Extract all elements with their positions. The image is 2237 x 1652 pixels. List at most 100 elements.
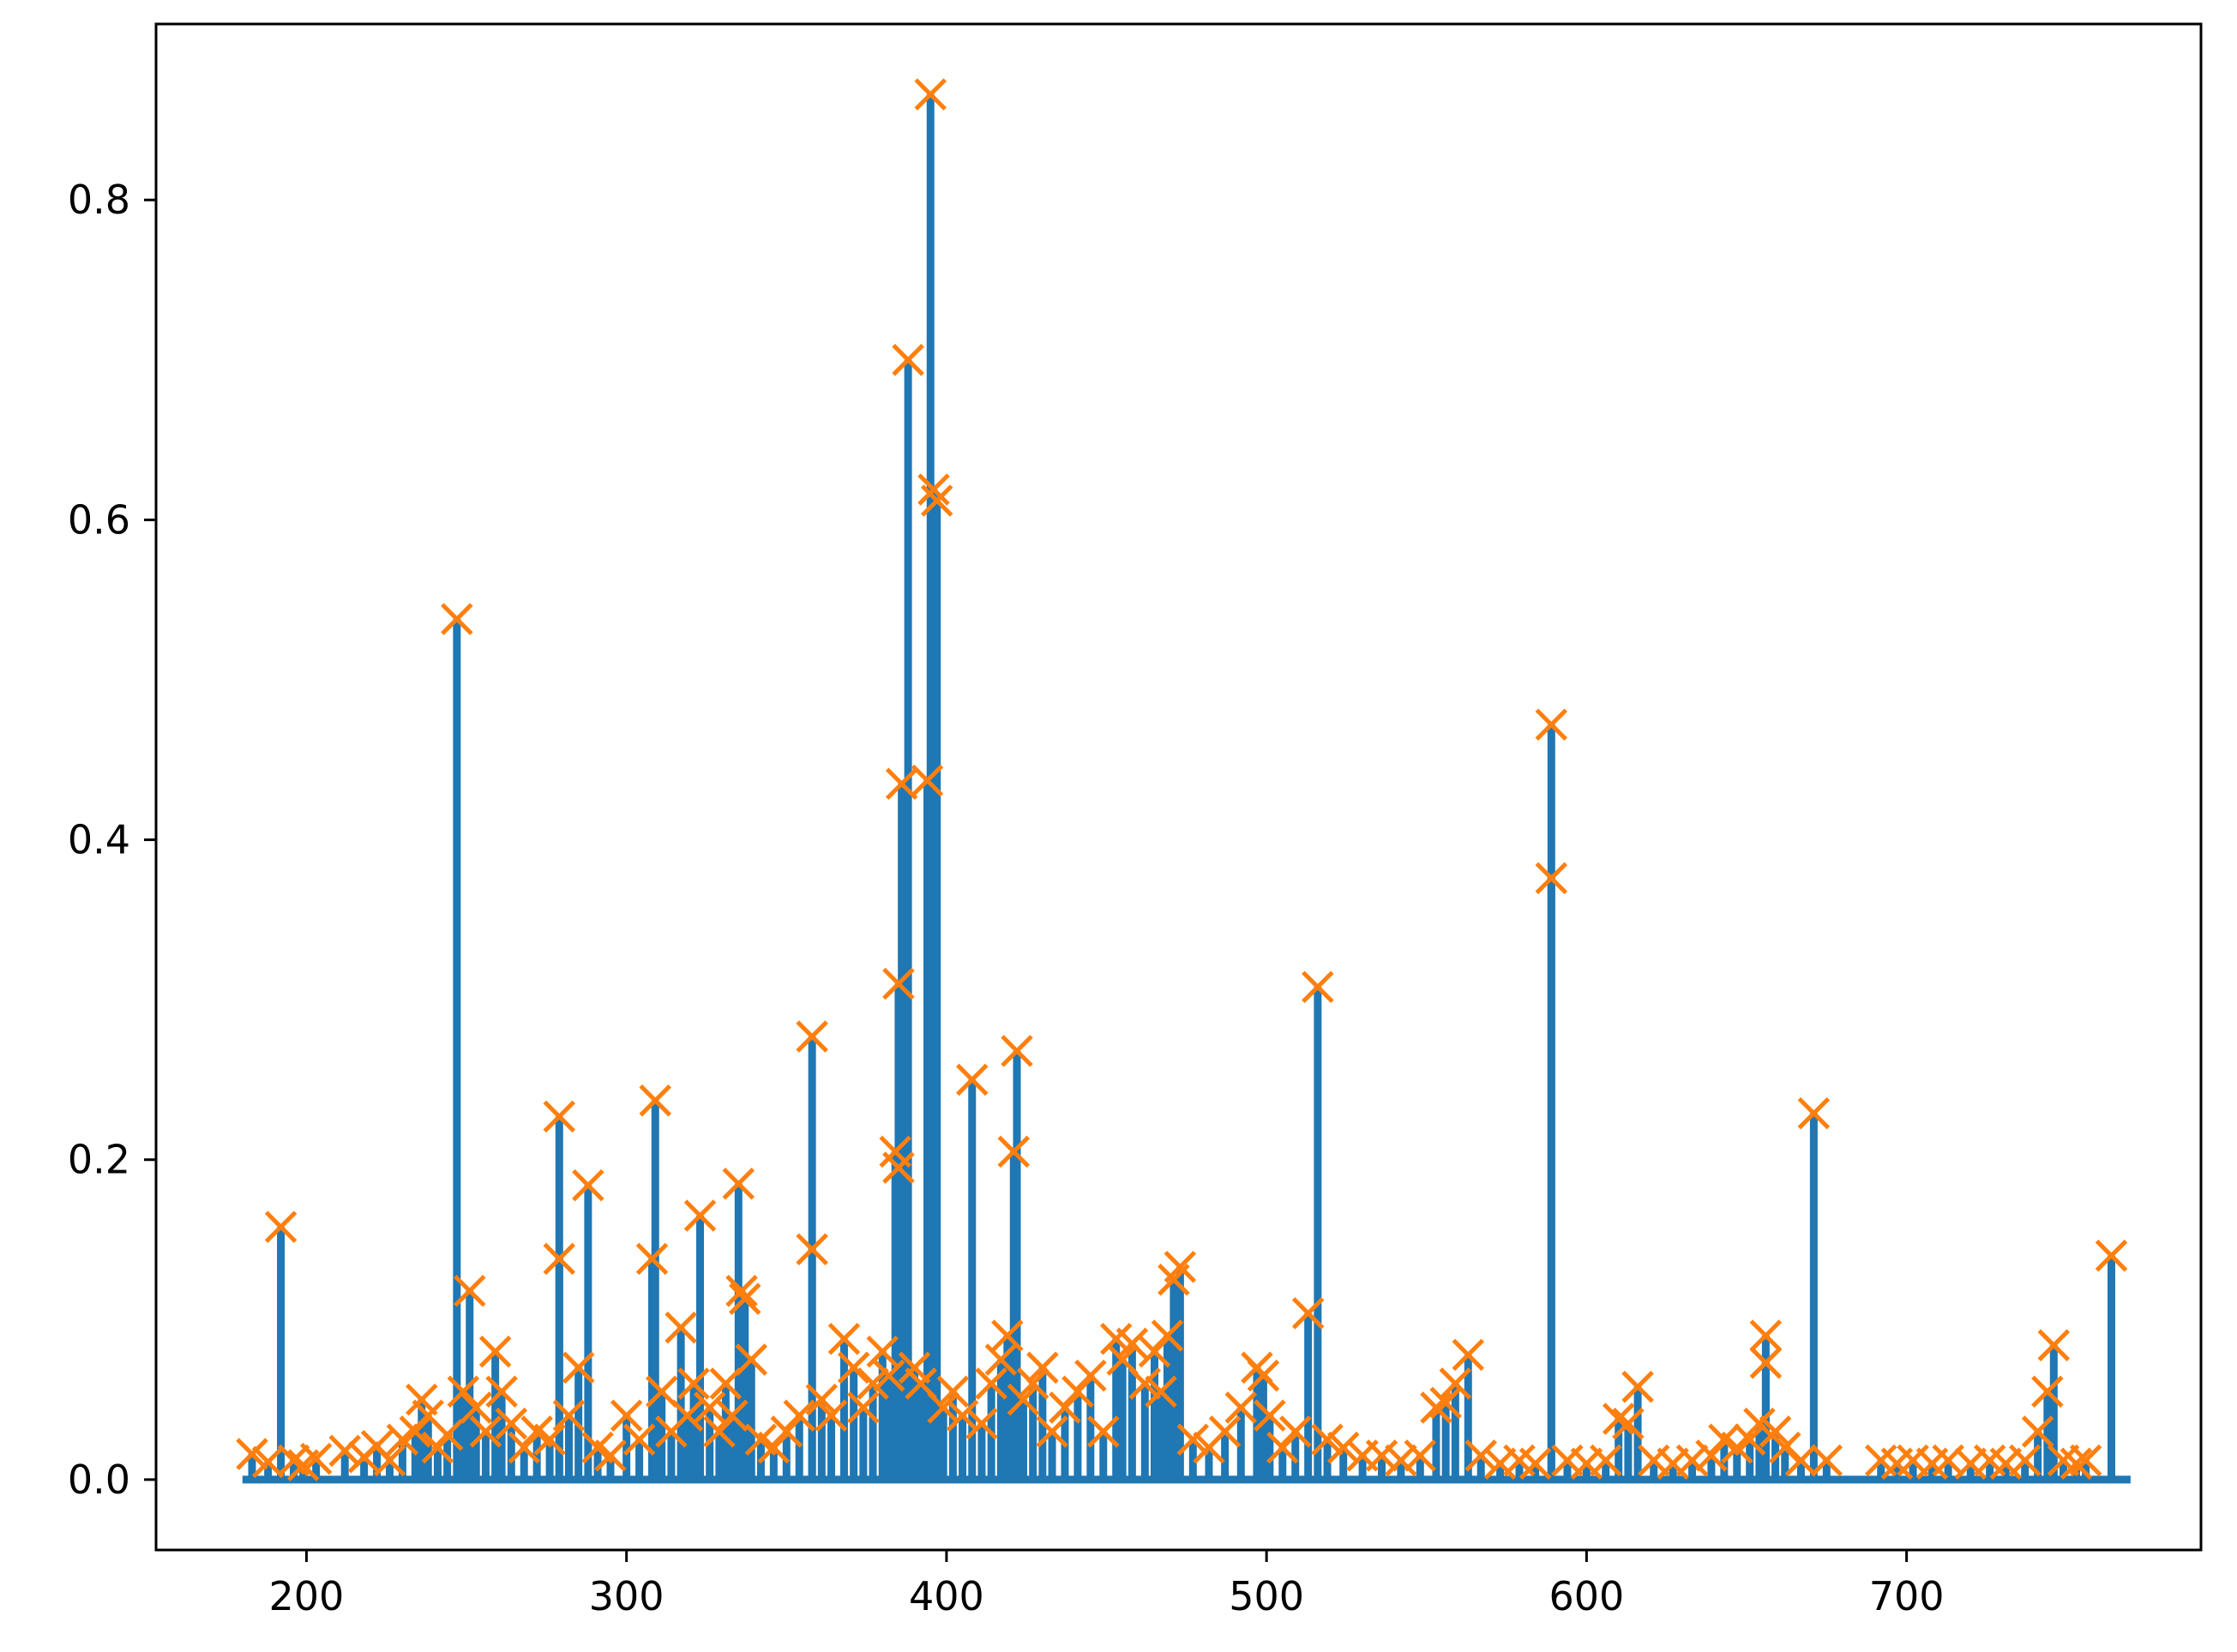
x-marker — [1452, 1338, 1485, 1372]
x-marker-stroke — [1518, 1447, 1552, 1481]
x-marker-stroke — [911, 764, 944, 797]
x-marker-stroke — [533, 1423, 566, 1457]
x-marker — [1208, 1415, 1242, 1448]
x-marker-stroke — [1429, 1386, 1462, 1420]
x-marker — [1311, 1423, 1344, 1457]
x-marker — [677, 1367, 710, 1400]
x-marker — [562, 1351, 595, 1385]
x-marker — [1695, 1439, 1728, 1472]
x-marker-stroke — [1810, 1444, 1843, 1477]
x-marker — [469, 1415, 502, 1448]
x-marker-stroke — [917, 473, 950, 506]
x-marker-stroke — [905, 1367, 937, 1400]
x-marker-stroke — [1106, 1343, 1139, 1376]
x-marker — [552, 1399, 586, 1433]
x-marker-stroke — [857, 1367, 889, 1400]
x-marker-stroke — [1551, 1444, 1584, 1477]
x-marker — [1007, 1383, 1040, 1416]
x-marker-stroke — [552, 1399, 586, 1433]
x-marker — [2060, 1447, 2093, 1481]
x-marker — [965, 1407, 998, 1440]
x-marker — [1743, 1407, 1776, 1440]
x-marker-stroke — [770, 1415, 803, 1448]
x-marker — [1602, 1403, 1635, 1435]
x-marker — [2037, 1329, 2071, 1361]
x-marker — [1247, 1359, 1280, 1392]
x-marker — [716, 1399, 749, 1433]
x-marker-stroke — [485, 1375, 518, 1409]
x-marker-stroke — [1224, 1391, 1258, 1424]
x-marker-stroke — [1247, 1359, 1280, 1392]
x-marker-stroke — [936, 1375, 970, 1409]
x-marker-stroke — [478, 1335, 512, 1368]
x-marker — [670, 1399, 704, 1433]
x-marker — [914, 78, 947, 111]
x-marker — [1464, 1439, 1497, 1472]
x-marker — [447, 1375, 480, 1409]
x-marker-stroke — [454, 1274, 486, 1307]
x-marker-stroke — [882, 967, 915, 1000]
x-marker — [1784, 1444, 1818, 1477]
x-marker — [757, 1431, 791, 1464]
x-marker-stroke — [1637, 1444, 1670, 1477]
x-marker-stroke — [1749, 1319, 1783, 1352]
x-marker-stroke — [373, 1444, 406, 1477]
x-marker-stroke — [1695, 1439, 1728, 1472]
x-marker-stroke — [1743, 1407, 1776, 1440]
x-marker — [805, 1383, 839, 1416]
x-marker — [1535, 708, 1568, 742]
x-marker — [533, 1423, 566, 1457]
x-marker — [827, 1322, 861, 1355]
x-tick-label: 300 — [589, 1573, 664, 1619]
x-marker-stroke — [1769, 1431, 1801, 1464]
x-marker-stroke — [520, 1415, 553, 1448]
x-marker-stroke — [783, 1399, 815, 1433]
x-marker-stroke — [639, 1084, 672, 1117]
x-marker-stroke — [1385, 1444, 1417, 1477]
x-marker-stroke — [1311, 1423, 1344, 1457]
x-marker-stroke — [406, 1383, 438, 1416]
x-marker-stroke — [610, 1399, 643, 1433]
x-marker-stroke — [1061, 1375, 1094, 1409]
x-marker-stroke — [1535, 708, 1568, 742]
x-marker — [264, 1210, 298, 1243]
x-marker-stroke — [975, 1367, 1007, 1400]
x-marker — [796, 1020, 828, 1053]
x-marker-stroke — [328, 1434, 361, 1468]
x-marker-stroke — [898, 1351, 931, 1385]
x-marker — [328, 1434, 361, 1468]
x-marker — [1278, 1415, 1312, 1448]
x-marker-stroke — [2008, 1444, 2042, 1477]
x-marker — [1087, 1415, 1120, 1448]
x-marker — [1224, 1391, 1258, 1424]
x-marker-stroke — [1099, 1322, 1133, 1355]
x-marker — [955, 1063, 989, 1096]
x-marker-stroke — [725, 1274, 758, 1307]
x-marker-stroke — [882, 1151, 915, 1184]
x-marker-stroke — [1001, 1035, 1033, 1067]
x-marker-stroke — [2095, 1239, 2128, 1272]
x-marker — [399, 1415, 432, 1448]
x-marker — [373, 1444, 406, 1477]
x-marker-stroke — [562, 1351, 595, 1385]
x-marker-stroke — [1404, 1439, 1437, 1472]
x-marker — [1001, 1035, 1033, 1067]
x-marker — [770, 1415, 803, 1448]
x-marker-stroke — [236, 1438, 268, 1470]
x-marker-stroke — [2037, 1329, 2071, 1361]
x-marker-stroke — [670, 1399, 704, 1433]
x-marker — [1749, 1346, 1783, 1379]
x-marker — [882, 967, 915, 1000]
x-marker — [1138, 1335, 1171, 1368]
x-marker-stroke — [2060, 1447, 2093, 1481]
x-marker — [857, 1367, 889, 1400]
x-marker-stroke — [399, 1415, 432, 1448]
x-marker-stroke — [965, 1407, 998, 1440]
x-marker-stroke — [508, 1431, 540, 1464]
x-marker — [1535, 862, 1568, 895]
x-marker — [815, 1399, 848, 1433]
x-marker — [639, 1084, 672, 1117]
x-marker — [478, 1335, 512, 1368]
x-tick-label: 200 — [269, 1573, 345, 1619]
